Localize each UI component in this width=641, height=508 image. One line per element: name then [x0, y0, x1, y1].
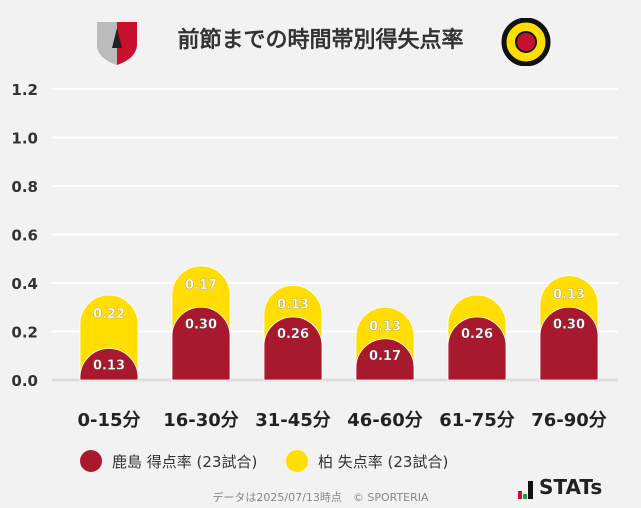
y-tick-label: 0.2 — [11, 324, 38, 342]
data-label-away: 0.13 — [277, 297, 309, 312]
data-label-away: 0.17 — [185, 278, 217, 293]
home-team-logo — [94, 18, 140, 66]
legend-label-home: 鹿島 得点率 (23試合) — [112, 452, 258, 471]
bar-home — [447, 316, 507, 381]
y-tick-label: 0.6 — [11, 227, 38, 245]
stats-bars-icon — [518, 481, 533, 499]
data-label-away: 0.22 — [93, 307, 125, 322]
data-label-away: 0.13 — [553, 288, 585, 303]
legend-swatch-home — [80, 450, 102, 472]
x-tick-label: 0-15分 — [77, 410, 140, 431]
legend-label-away: 柏 失点率 (23試合) — [318, 452, 449, 471]
data-label-home: 0.26 — [277, 327, 309, 342]
data-label-away: 0.13 — [369, 319, 401, 334]
x-tick-label: 16-30分 — [163, 410, 239, 431]
data-label-home: 0.30 — [185, 317, 217, 332]
x-tick-label: 46-60分 — [347, 410, 423, 431]
bar-home — [263, 316, 323, 381]
away-team-logo — [500, 18, 552, 66]
y-tick-label: 1.2 — [11, 81, 38, 99]
stats-logo: STATs — [518, 475, 602, 499]
y-tick-label: 0.4 — [11, 275, 38, 293]
stats-brand: STATs — [539, 475, 603, 499]
chart: 0.0 0.2 0.4 0.6 0.8 1.0 1.2 0.13 0.22 0-15分 0.30 0.… — [11, 81, 618, 431]
data-label-home: 0.17 — [369, 349, 401, 364]
legend-item-away: 柏 失点率 (23試合) — [286, 450, 448, 472]
x-tick-label: 76-90分 — [531, 410, 607, 431]
data-label-home: 0.13 — [93, 358, 125, 373]
x-tick-label: 61-75分 — [439, 410, 515, 431]
bar-home — [79, 348, 139, 381]
bar-home — [539, 306, 599, 381]
bar-home — [355, 338, 415, 381]
y-tick-label: 0.0 — [11, 372, 38, 390]
legend-item-home: 鹿島 得点率 (23試合) — [80, 450, 257, 472]
data-label-home: 0.30 — [553, 317, 585, 332]
y-tick-label: 0.8 — [11, 178, 38, 196]
bar-home — [171, 306, 231, 381]
y-tick-label: 1.0 — [11, 130, 38, 148]
page-title: 前節までの時間帯別得失点率 — [177, 28, 464, 53]
legend-swatch-away — [286, 450, 308, 472]
data-label-home: 0.26 — [461, 327, 493, 342]
footer-note: データは2025/07/13時点 © SPORTERIA — [212, 491, 429, 504]
x-tick-label: 31-45分 — [255, 410, 331, 431]
